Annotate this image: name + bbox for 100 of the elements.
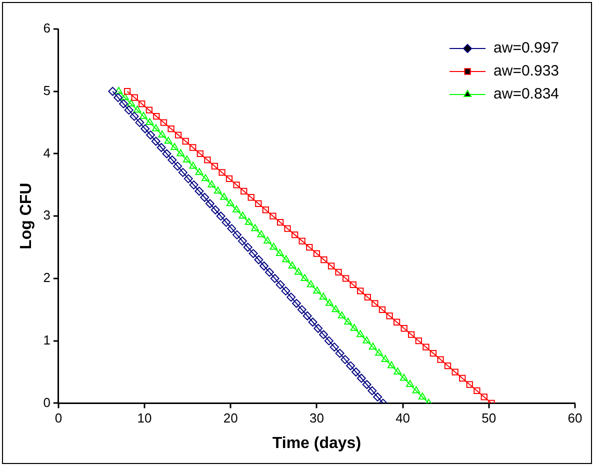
point bbox=[286, 292, 296, 302]
point bbox=[308, 318, 318, 327]
point bbox=[248, 249, 258, 258]
point bbox=[174, 132, 182, 138]
point bbox=[189, 144, 196, 151]
point bbox=[248, 194, 254, 201]
point bbox=[260, 261, 269, 270]
point bbox=[314, 324, 323, 333]
point bbox=[350, 324, 358, 331]
point bbox=[170, 142, 178, 150]
point bbox=[313, 250, 320, 257]
point bbox=[306, 280, 315, 288]
point bbox=[262, 206, 269, 214]
point bbox=[422, 344, 430, 350]
x-tick-label: 60 bbox=[568, 410, 582, 426]
y-tick-label: 4 bbox=[43, 145, 50, 160]
point bbox=[130, 112, 139, 121]
point bbox=[357, 288, 364, 294]
point bbox=[452, 368, 458, 376]
point bbox=[182, 155, 191, 162]
point bbox=[294, 268, 302, 275]
point bbox=[444, 362, 452, 370]
point bbox=[346, 361, 356, 370]
point bbox=[173, 162, 182, 171]
point bbox=[325, 298, 334, 306]
y-tick-label: 1 bbox=[43, 332, 50, 348]
point bbox=[140, 112, 148, 119]
point bbox=[281, 286, 290, 296]
point bbox=[189, 180, 198, 190]
point bbox=[406, 380, 414, 387]
point bbox=[335, 348, 344, 358]
point bbox=[176, 149, 185, 156]
y-tick-label: 5 bbox=[43, 82, 50, 98]
point bbox=[418, 392, 426, 400]
point bbox=[114, 86, 123, 94]
point bbox=[270, 274, 280, 283]
point bbox=[344, 318, 352, 325]
point bbox=[168, 155, 177, 164]
point bbox=[178, 168, 188, 177]
point bbox=[328, 262, 335, 270]
x-tick-label: 0 bbox=[54, 410, 62, 426]
point bbox=[238, 236, 247, 246]
point bbox=[119, 99, 128, 108]
x-axis-title: Time (days) bbox=[272, 434, 362, 452]
y-tick-label: 6 bbox=[43, 20, 50, 36]
point bbox=[114, 93, 123, 102]
point bbox=[276, 249, 284, 256]
point bbox=[200, 192, 210, 202]
point bbox=[151, 136, 160, 146]
point bbox=[284, 225, 291, 232]
point bbox=[254, 255, 264, 264]
point bbox=[338, 311, 346, 318]
point bbox=[324, 336, 334, 346]
point bbox=[233, 182, 240, 188]
point bbox=[394, 368, 402, 375]
x-tick-label: 50 bbox=[482, 410, 496, 426]
y-tick-label: 3 bbox=[43, 208, 50, 223]
point bbox=[319, 292, 328, 300]
point bbox=[332, 305, 340, 312]
point bbox=[378, 306, 386, 313]
point bbox=[220, 192, 228, 200]
point bbox=[335, 268, 342, 276]
point bbox=[330, 342, 339, 352]
point bbox=[227, 224, 236, 234]
point bbox=[300, 274, 309, 281]
point bbox=[351, 368, 360, 377]
point bbox=[158, 130, 166, 138]
point bbox=[168, 125, 174, 132]
point bbox=[313, 286, 322, 294]
point bbox=[226, 199, 234, 206]
point bbox=[131, 94, 138, 101]
point bbox=[127, 99, 136, 106]
point bbox=[232, 230, 242, 240]
legend-label: aw=0.834 bbox=[494, 86, 560, 103]
point bbox=[373, 392, 382, 402]
point bbox=[243, 242, 252, 252]
point bbox=[108, 86, 118, 96]
point bbox=[400, 325, 408, 332]
point bbox=[372, 300, 378, 307]
point bbox=[362, 380, 372, 389]
point bbox=[356, 374, 366, 383]
point bbox=[264, 236, 272, 244]
point bbox=[124, 106, 134, 115]
point bbox=[466, 381, 473, 388]
point bbox=[408, 331, 415, 338]
point bbox=[306, 244, 313, 251]
point bbox=[204, 156, 211, 164]
point bbox=[135, 118, 144, 128]
point bbox=[297, 305, 306, 314]
point bbox=[302, 311, 312, 320]
point bbox=[251, 224, 260, 232]
point bbox=[162, 149, 172, 158]
point bbox=[356, 330, 364, 338]
point bbox=[156, 142, 166, 152]
point bbox=[364, 294, 372, 301]
point bbox=[202, 174, 210, 182]
y-tick-label: 0 bbox=[43, 394, 50, 410]
point bbox=[282, 255, 290, 262]
y-axis-title: Log CFU bbox=[18, 182, 36, 250]
point bbox=[222, 218, 231, 227]
